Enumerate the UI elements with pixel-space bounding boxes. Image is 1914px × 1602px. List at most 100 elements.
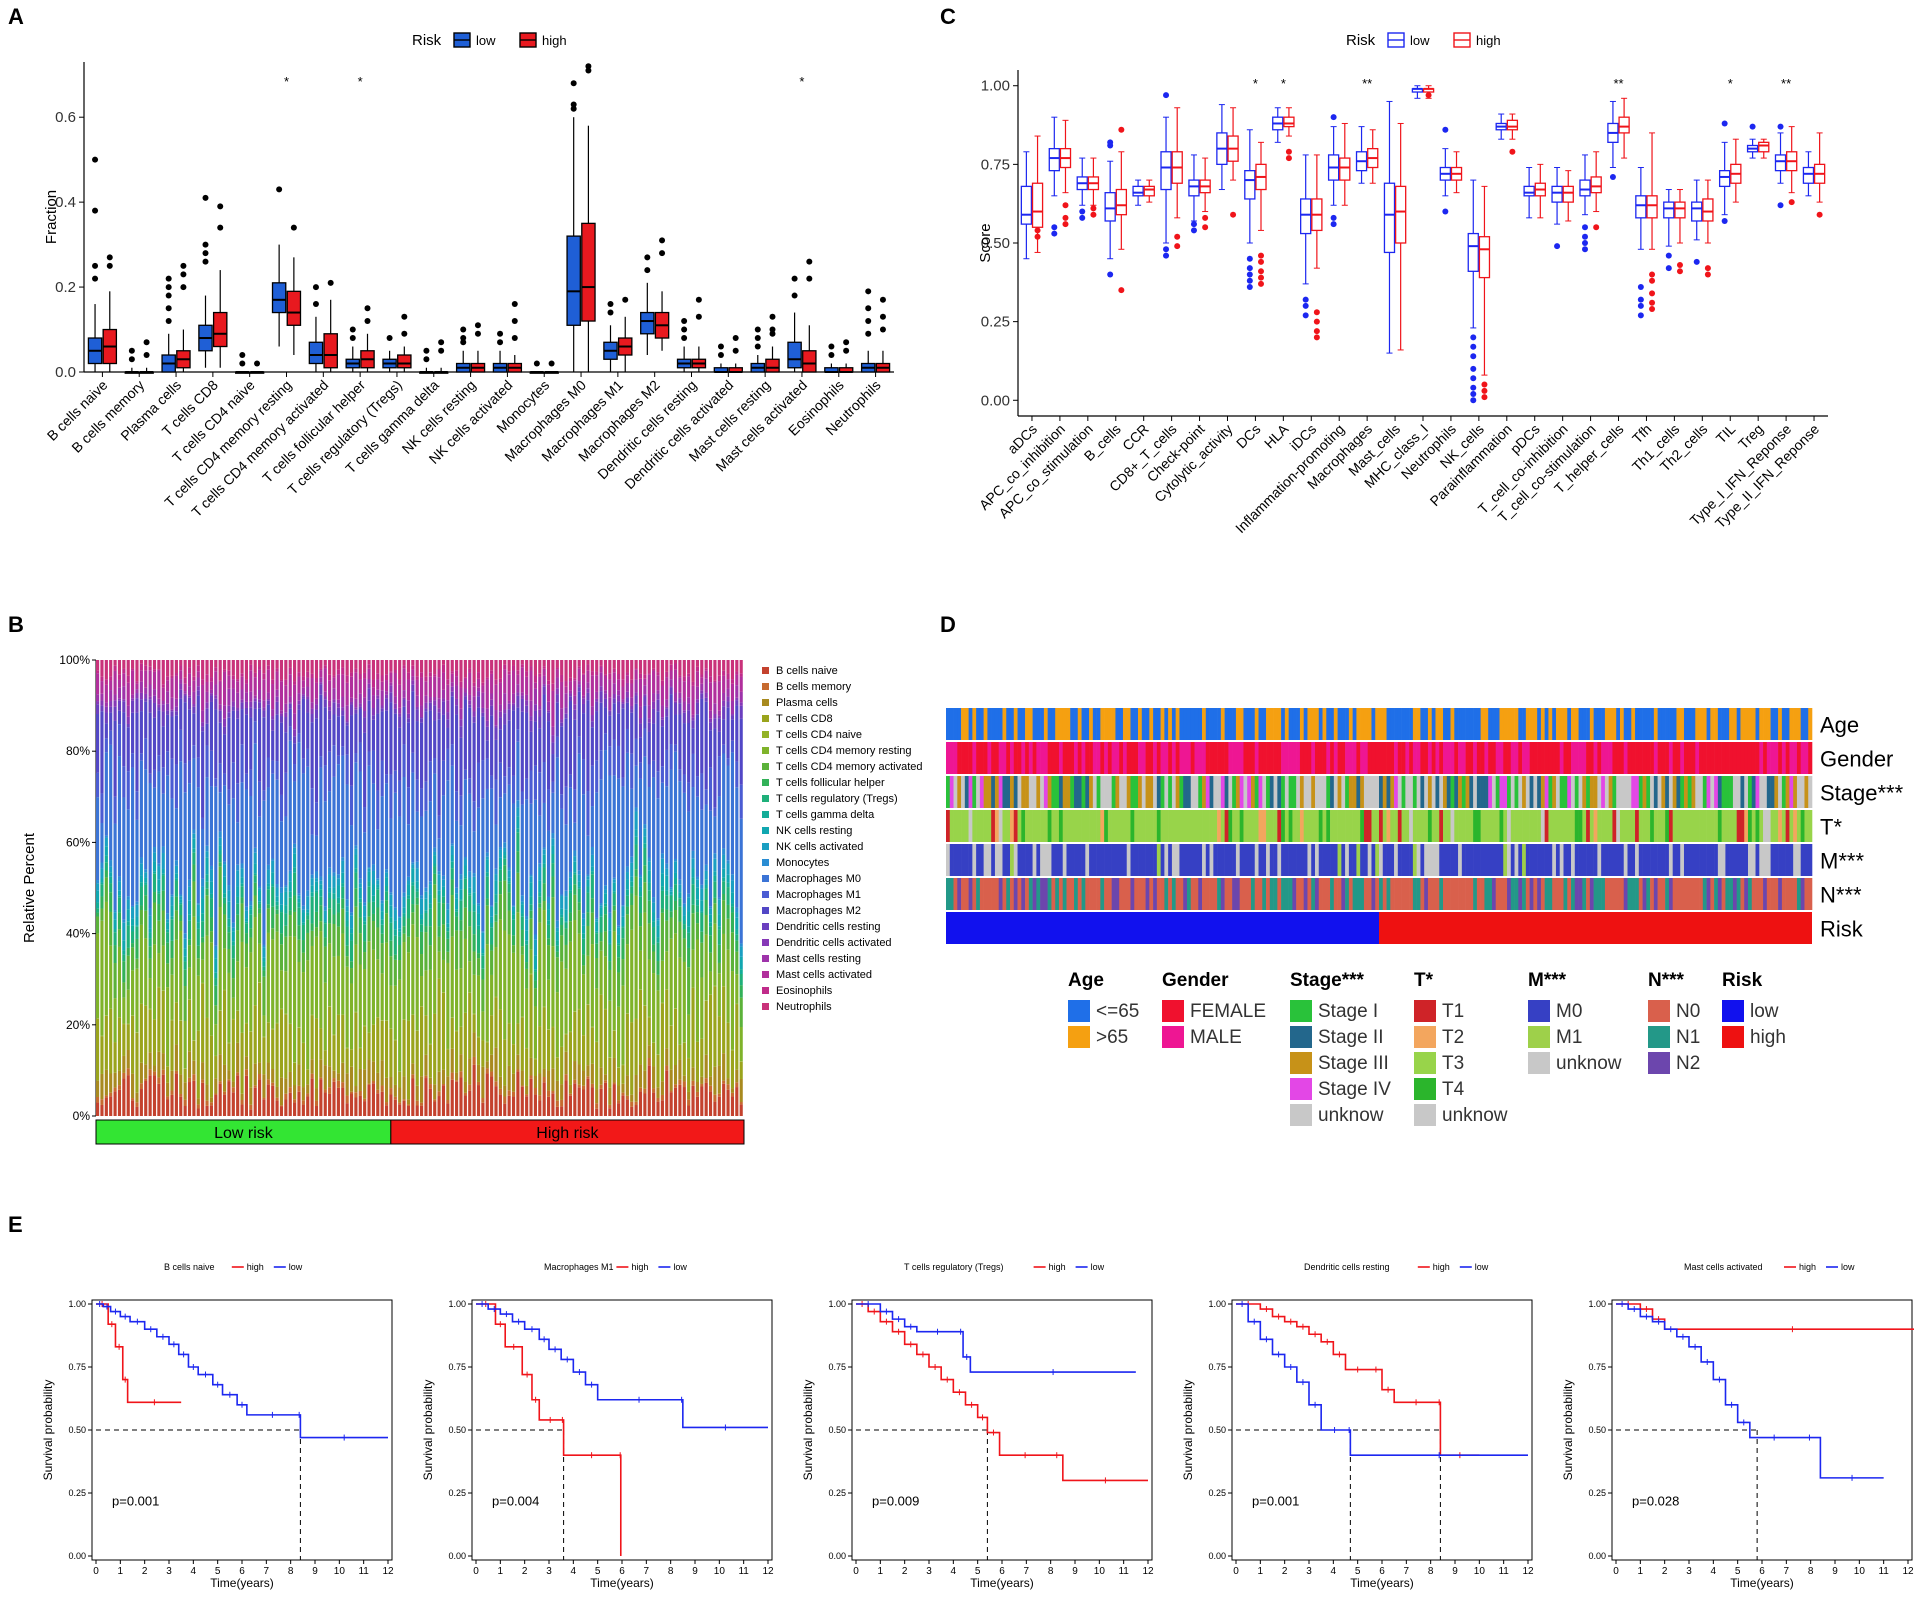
bar-segment — [275, 761, 279, 780]
heatmap-cell — [1175, 708, 1180, 740]
bar-segment — [695, 876, 699, 880]
bar-segment — [148, 782, 152, 909]
heatmap-cell — [1074, 776, 1079, 808]
bar-segment — [494, 727, 498, 740]
bar-segment — [266, 700, 270, 705]
bar-segment — [266, 904, 270, 909]
bar-segment — [673, 669, 678, 693]
bar-segment — [227, 1079, 231, 1082]
bar-segment — [573, 678, 577, 681]
heatmap-cell — [1401, 708, 1406, 740]
bar-segment — [590, 765, 594, 807]
bar-segment — [415, 868, 419, 882]
bar-segment — [152, 1071, 157, 1076]
bar-segment — [345, 1095, 349, 1104]
outlier-point — [401, 330, 408, 337]
bar-segment — [214, 786, 218, 946]
heatmap-cell — [946, 776, 951, 808]
bar-segment — [328, 710, 332, 720]
bar-segment — [131, 660, 135, 669]
bar-segment — [174, 878, 178, 881]
bar-segment — [564, 896, 568, 910]
bar-segment — [297, 961, 301, 1028]
bar-segment — [358, 964, 362, 1048]
bar-segment — [349, 1093, 354, 1116]
bar-segment — [293, 1099, 297, 1103]
bar-segment — [214, 684, 218, 696]
bar-segment — [595, 660, 599, 672]
sample-bar — [490, 660, 494, 1116]
bar-segment — [284, 1014, 288, 1079]
bar-segment — [306, 919, 310, 933]
heatmap-cell — [1653, 708, 1658, 740]
heatmap-cell — [1431, 708, 1436, 740]
sample-bar — [638, 660, 643, 1116]
bar-segment — [722, 854, 726, 869]
bar-segment — [573, 709, 577, 720]
bar-segment — [319, 1059, 323, 1078]
bar-segment — [713, 728, 717, 808]
bar-segment — [669, 887, 673, 890]
bar-segment — [336, 1087, 340, 1116]
bar-segment — [485, 1061, 489, 1069]
bar-segment — [314, 881, 319, 891]
low-risk-label: Low risk — [214, 1125, 274, 1142]
box-low — [1020, 185, 1033, 225]
bar-segment — [428, 672, 432, 677]
bar-segment — [529, 910, 533, 919]
bar-segment — [113, 700, 117, 707]
bar-segment — [494, 868, 498, 875]
bar-segment — [652, 927, 656, 945]
bar-segment — [393, 703, 397, 709]
bar-segment — [209, 931, 213, 943]
heatmap-cell — [1205, 708, 1210, 740]
bar-segment — [345, 754, 349, 785]
bar-segment — [446, 748, 450, 781]
bar-segment — [100, 862, 104, 869]
bar-segment — [546, 1096, 551, 1116]
bar-segment — [665, 660, 669, 672]
sample-bar — [363, 660, 367, 1116]
bar-segment — [358, 1095, 362, 1116]
bar-segment — [564, 921, 568, 923]
bar-segment — [708, 810, 713, 907]
bar-segment — [271, 679, 275, 685]
bar-segment — [700, 977, 704, 1039]
bar-segment — [328, 700, 332, 707]
bar-segment — [621, 703, 625, 709]
bar-segment — [468, 700, 472, 705]
bar-segment — [621, 1083, 625, 1093]
bar-segment — [196, 904, 200, 917]
bar-segment — [673, 663, 678, 670]
bar-segment — [402, 913, 406, 917]
bar-segment — [262, 710, 266, 718]
bar-segment — [187, 667, 192, 674]
bar-segment — [96, 714, 100, 773]
bar-segment — [665, 875, 669, 891]
bar-segment — [503, 713, 507, 725]
bar-segment — [236, 1072, 240, 1076]
bar-segment — [546, 903, 551, 910]
bar-segment — [582, 673, 586, 675]
bar-segment — [174, 711, 178, 716]
bar-segment — [402, 892, 406, 897]
bar-segment — [433, 700, 437, 706]
bar-segment — [358, 703, 362, 707]
y-axis-label: Fraction — [43, 190, 60, 244]
bar-segment — [363, 678, 367, 698]
bar-segment — [275, 896, 279, 902]
outlier-point — [1174, 243, 1181, 250]
bar-segment — [218, 792, 222, 832]
bar-segment — [673, 1084, 678, 1088]
heatmap-cell — [949, 708, 954, 740]
bar-segment — [231, 679, 235, 689]
bar-segment — [735, 907, 739, 913]
outlier-point — [1062, 221, 1069, 228]
bar-segment — [577, 870, 581, 875]
bar-segment — [157, 866, 161, 880]
bar-segment — [201, 937, 205, 943]
legend-label: NK cells resting — [776, 825, 852, 837]
heatmap-cell — [1567, 708, 1572, 740]
bar-segment — [380, 690, 384, 706]
sample-bar — [144, 660, 148, 1116]
